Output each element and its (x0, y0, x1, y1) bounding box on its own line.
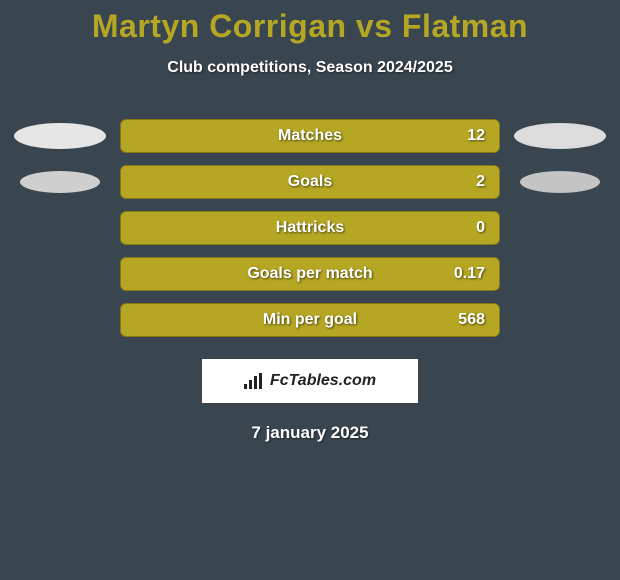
stat-label: Hattricks (276, 219, 344, 237)
player-left-pill (14, 123, 106, 149)
right-pill-slot (514, 307, 606, 333)
player-right-pill (520, 171, 600, 193)
stat-bar: Matches 12 (120, 119, 500, 153)
subtitle: Club competitions, Season 2024/2025 (0, 59, 620, 77)
stat-label: Min per goal (263, 311, 357, 329)
stat-value: 12 (467, 127, 485, 145)
stat-bar: Min per goal 568 (120, 303, 500, 337)
stat-rows: Matches 12 Goals 2 Hattricks 0 Goals per match… (0, 119, 620, 337)
stat-row: Goals per match 0.17 (14, 257, 606, 291)
stat-label: Goals per match (247, 265, 372, 283)
stat-bar: Goals per match 0.17 (120, 257, 500, 291)
stat-row: Min per goal 568 (14, 303, 606, 337)
stat-row: Goals 2 (14, 165, 606, 199)
stat-value: 2 (476, 173, 485, 191)
stat-label: Goals (288, 173, 332, 191)
page-title: Martyn Corrigan vs Flatman (0, 8, 620, 45)
left-pill-slot (14, 169, 106, 195)
right-pill-slot (514, 169, 606, 195)
left-pill-slot (14, 261, 106, 287)
left-pill-slot (14, 123, 106, 149)
brand-text: FcTables.com (270, 372, 376, 390)
comparison-infographic: Martyn Corrigan vs Flatman Club competit… (0, 0, 620, 443)
stat-bar: Goals 2 (120, 165, 500, 199)
left-pill-slot (14, 215, 106, 241)
right-pill-slot (514, 261, 606, 287)
stat-value: 0 (476, 219, 485, 237)
player-right-pill (514, 123, 606, 149)
left-pill-slot (14, 307, 106, 333)
stat-row: Hattricks 0 (14, 211, 606, 245)
player-left-pill (20, 171, 100, 193)
bar-chart-icon (244, 373, 264, 389)
date-text: 7 january 2025 (0, 423, 620, 443)
stat-value: 568 (458, 311, 485, 329)
stat-bar: Hattricks 0 (120, 211, 500, 245)
stat-row: Matches 12 (14, 119, 606, 153)
stat-value: 0.17 (454, 265, 485, 283)
stat-label: Matches (278, 127, 342, 145)
brand-box: FcTables.com (202, 359, 418, 403)
right-pill-slot (514, 123, 606, 149)
right-pill-slot (514, 215, 606, 241)
